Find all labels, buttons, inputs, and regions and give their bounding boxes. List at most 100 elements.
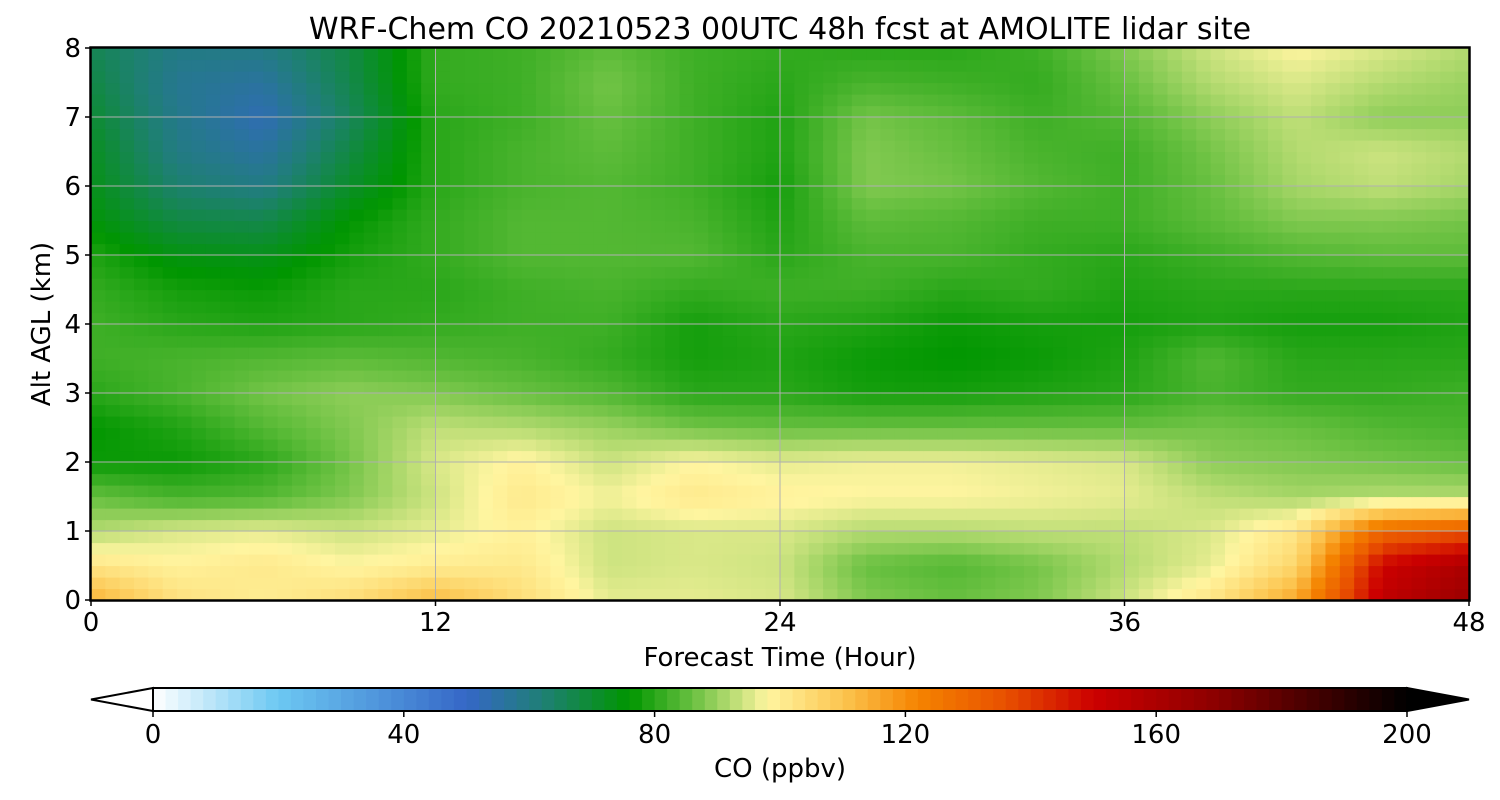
heatmap-cell [277,59,293,72]
heatmap-cell [521,278,537,291]
heatmap-cell [622,324,638,337]
heatmap-cell [1167,151,1183,164]
heatmap-cell [349,450,365,463]
heatmap-cell [306,289,322,302]
heatmap-cell [937,370,953,383]
heatmap-cell [449,289,465,302]
heatmap-cell [1124,324,1140,337]
heatmap-cell [808,128,824,141]
heatmap-cell [105,128,121,141]
heatmap-cell [1325,220,1341,233]
heatmap-cell [148,393,164,406]
heatmap-cell [1239,232,1255,245]
heatmap-cell [248,289,264,302]
heatmap-cell [1196,255,1212,268]
heatmap-cell [1325,197,1341,210]
heatmap-cell [851,324,867,337]
heatmap-cell [1325,462,1341,475]
heatmap-cell [736,508,752,521]
heatmap-cell [1239,140,1255,153]
heatmap-cell [923,496,939,509]
heatmap-cell [1167,335,1183,348]
heatmap-cell [650,174,666,187]
heatmap-cell [937,151,953,164]
heatmap-cell [464,358,480,371]
x-axis-label: Forecast Time (Hour) [643,643,916,673]
heatmap-cell [248,496,264,509]
heatmap-cell [148,140,164,153]
heatmap-cell [722,278,738,291]
heatmap-cell [162,151,178,164]
heatmap-cell [378,554,394,567]
heatmap-cell [837,301,853,314]
heatmap-cell [1354,128,1370,141]
heatmap-cell [177,82,193,95]
heatmap-cell [1354,312,1370,325]
heatmap-cell [1425,577,1441,590]
heatmap-cell [995,335,1011,348]
heatmap-cell [406,450,422,463]
heatmap-cell [1052,554,1068,567]
heatmap-cell [579,519,594,532]
heatmap-cell [665,94,681,107]
colorbar-segment [1193,688,1207,711]
heatmap-cell [492,347,508,360]
heatmap-cell [521,128,537,141]
heatmap-cell [91,370,106,383]
heatmap-cell [507,151,523,164]
heatmap-cell [291,289,307,302]
heatmap-cell [1354,186,1370,199]
heatmap-cell [650,59,666,72]
heatmap-cell [1138,197,1154,210]
heatmap-cell [435,427,451,440]
heatmap-cell [636,266,652,279]
heatmap-cell [1339,278,1355,291]
heatmap-cell [535,266,551,279]
heatmap-cell [937,404,953,417]
heatmap-cell [134,312,150,325]
heatmap-cell [335,427,350,440]
heatmap-cell [1138,485,1154,498]
heatmap-cell [909,209,925,222]
heatmap-cell [263,209,279,222]
heatmap-cell [1368,335,1384,348]
heatmap-cell [306,335,322,348]
heatmap-cell [449,588,465,601]
heatmap-cell [1124,117,1140,130]
heatmap-cell [823,427,839,440]
heatmap-cell [636,439,652,452]
heatmap-cell [880,577,896,590]
heatmap-cell [1124,416,1140,429]
heatmap-cell [1153,531,1169,544]
heatmap-cell [622,186,638,199]
heatmap-cell [722,186,738,199]
heatmap-cell [794,347,810,360]
heatmap-cell [1339,554,1355,567]
heatmap-cell [837,151,853,164]
heatmap-cell [980,439,996,452]
heatmap-cell [392,370,408,383]
heatmap-cell [593,266,609,279]
heatmap-cell [248,577,264,590]
heatmap-cell [751,289,767,302]
heatmap-cell [1110,565,1126,578]
heatmap-cell [148,289,164,302]
heatmap-cell [823,496,839,509]
heatmap-cell [593,71,609,84]
heatmap-cell [751,59,767,72]
heatmap-cell [220,531,236,544]
heatmap-cell [119,358,135,371]
heatmap-cell [1440,496,1456,509]
heatmap-cell [780,220,795,233]
heatmap-cell [1052,255,1068,268]
heatmap-cell [622,243,638,256]
heatmap-cell [1095,335,1111,348]
heatmap-cell [909,94,925,107]
heatmap-cell [1038,243,1054,256]
heatmap-cell [119,312,135,325]
heatmap-cell [277,531,293,544]
heatmap-cell [1138,393,1154,406]
heatmap-cell [894,450,910,463]
heatmap-cell [435,174,451,187]
heatmap-cell [1440,554,1456,567]
